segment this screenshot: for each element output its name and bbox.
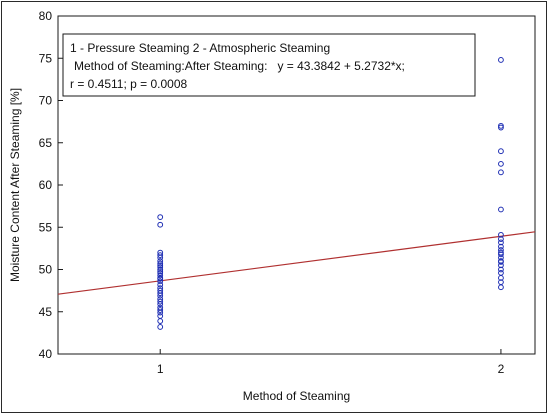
data-point xyxy=(157,298,164,305)
legend-line-1: 1 - Pressure Steaming 2 - Atmospheric St… xyxy=(70,41,330,55)
data-points xyxy=(157,57,504,330)
legend: 1 - Pressure Steaming 2 - Atmospheric St… xyxy=(62,33,476,97)
y-tick-label: 70 xyxy=(39,94,53,108)
data-point xyxy=(157,309,164,316)
legend-line-2: Method of Steaming:After Steaming: y = 4… xyxy=(74,59,405,73)
y-tick-label: 50 xyxy=(39,263,53,277)
data-point xyxy=(498,258,504,264)
data-point xyxy=(157,258,164,264)
y-tick-label: 40 xyxy=(39,347,53,361)
data-point xyxy=(498,269,504,276)
data-point xyxy=(498,239,504,246)
data-point xyxy=(498,124,504,131)
data-point xyxy=(157,290,164,297)
data-point xyxy=(498,247,504,253)
regression-line xyxy=(57,231,536,295)
y-tick-label: 80 xyxy=(39,9,53,23)
data-point xyxy=(157,214,164,221)
data-point xyxy=(498,251,504,258)
data-point xyxy=(498,206,504,213)
data-point xyxy=(157,307,164,313)
data-point xyxy=(157,313,164,319)
data-point xyxy=(157,260,164,267)
legend-line-3: r = 0.4511; p = 0.0008 xyxy=(70,77,188,91)
data-point xyxy=(157,281,164,288)
y-tick-label: 60 xyxy=(39,178,53,192)
data-point xyxy=(157,292,164,299)
data-point xyxy=(157,262,164,269)
data-point xyxy=(498,231,504,238)
data-point xyxy=(157,252,164,259)
data-point xyxy=(157,301,164,308)
data-point xyxy=(157,272,164,279)
data-point xyxy=(498,160,504,167)
data-point xyxy=(157,278,164,285)
data-point xyxy=(157,221,164,228)
y-axis-title: Moisture Content After Steaming [%] xyxy=(8,88,22,282)
y-tick-label: 65 xyxy=(39,136,53,150)
data-point xyxy=(157,266,164,273)
legend-box xyxy=(62,33,476,97)
y-tick-label: 45 xyxy=(39,305,53,319)
y-tick-label: 55 xyxy=(39,220,53,234)
data-point xyxy=(498,122,504,129)
data-point xyxy=(498,148,504,155)
data-point xyxy=(157,264,164,270)
x-tick-label: 2 xyxy=(498,362,505,376)
y-axis: 40 45 50 55 60 65 70 75 80 xyxy=(39,9,63,361)
data-point xyxy=(498,169,504,176)
data-point xyxy=(498,243,504,250)
data-point xyxy=(498,262,504,269)
data-point xyxy=(157,318,164,324)
data-point xyxy=(498,284,504,291)
data-point xyxy=(157,268,164,275)
data-point xyxy=(157,324,164,330)
data-point xyxy=(498,236,504,242)
data-point xyxy=(157,254,164,261)
x-axis-title: Method of Steaming xyxy=(243,389,350,403)
x-tick-label: 1 xyxy=(157,362,164,376)
data-point xyxy=(498,57,504,63)
data-point xyxy=(157,275,164,282)
data-point xyxy=(498,266,504,273)
data-point xyxy=(498,275,504,281)
y-tick-label: 75 xyxy=(39,51,53,65)
data-point xyxy=(498,249,504,256)
